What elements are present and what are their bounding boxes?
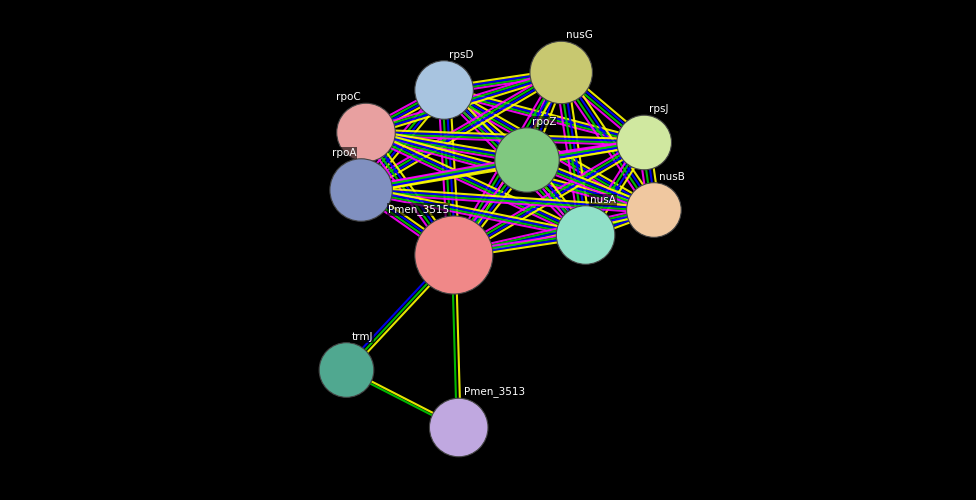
Text: rpoA: rpoA [332, 148, 356, 158]
Ellipse shape [337, 103, 395, 162]
Ellipse shape [530, 42, 592, 104]
Text: Pmen_3513: Pmen_3513 [464, 386, 525, 397]
Ellipse shape [330, 159, 392, 221]
Ellipse shape [556, 206, 615, 264]
Ellipse shape [319, 342, 374, 398]
Text: nusA: nusA [590, 194, 617, 204]
Ellipse shape [617, 115, 671, 170]
Ellipse shape [429, 398, 488, 457]
Ellipse shape [415, 60, 473, 120]
Ellipse shape [415, 216, 493, 294]
Text: nusB: nusB [659, 172, 685, 181]
Text: trmJ: trmJ [351, 332, 373, 342]
Text: nusG: nusG [566, 30, 593, 40]
Text: rpsD: rpsD [449, 50, 473, 59]
Ellipse shape [495, 128, 559, 192]
Text: rpoZ: rpoZ [532, 117, 556, 127]
Ellipse shape [627, 182, 681, 238]
Text: rpoC: rpoC [337, 92, 361, 102]
Text: rpsJ: rpsJ [649, 104, 669, 114]
Text: Pmen_3515: Pmen_3515 [387, 204, 449, 215]
